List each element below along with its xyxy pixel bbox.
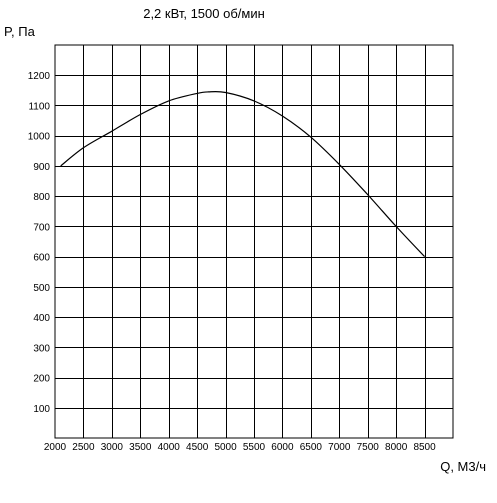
x-tick-label: 7000 — [328, 442, 351, 453]
y-axis-title: P, Па — [4, 24, 36, 39]
y-tick-label: 300 — [33, 343, 50, 354]
y-tick-label: 800 — [33, 192, 50, 203]
x-tick-label: 3500 — [129, 442, 152, 453]
y-tick-label: 900 — [33, 162, 50, 173]
x-tick-label: 3000 — [101, 442, 124, 453]
x-tick-label: 5000 — [214, 442, 237, 453]
x-tick-label: 7500 — [357, 442, 380, 453]
y-tick-label: 1100 — [28, 101, 50, 112]
x-tick-label: 6500 — [300, 442, 323, 453]
x-tick-label: 6000 — [271, 442, 294, 453]
x-tick-label: 8000 — [385, 442, 408, 453]
y-tick-label: 400 — [33, 313, 50, 324]
x-tick-label: 5500 — [243, 442, 266, 453]
y-tick-label: 1000 — [28, 132, 51, 143]
y-tick-label: 200 — [33, 374, 50, 385]
x-tick-label: 4000 — [158, 442, 181, 453]
y-tick-label: 1200 — [28, 71, 51, 82]
x-tick-label: 2000 — [44, 442, 67, 453]
grid — [54, 44, 454, 439]
x-tick-label: 4500 — [186, 442, 209, 453]
y-tick-label: 600 — [33, 253, 50, 264]
y-tick-label: 100 — [33, 404, 50, 415]
y-tick-label: 500 — [33, 283, 50, 294]
x-tick-label: 2500 — [72, 442, 95, 453]
tick-labels: 2000 2500 3000 3500 4000 4500 5000 5500 6000 6500… — [28, 71, 436, 453]
series-layer — [60, 90, 426, 258]
chart-title: 2,2 кВт, 1500 об/мин — [143, 6, 265, 21]
y-tick-label: 700 — [33, 222, 50, 233]
x-axis-title: Q, М3/ч — [440, 459, 486, 474]
series-line — [60, 90, 426, 258]
x-tick-label: 8500 — [413, 442, 436, 453]
